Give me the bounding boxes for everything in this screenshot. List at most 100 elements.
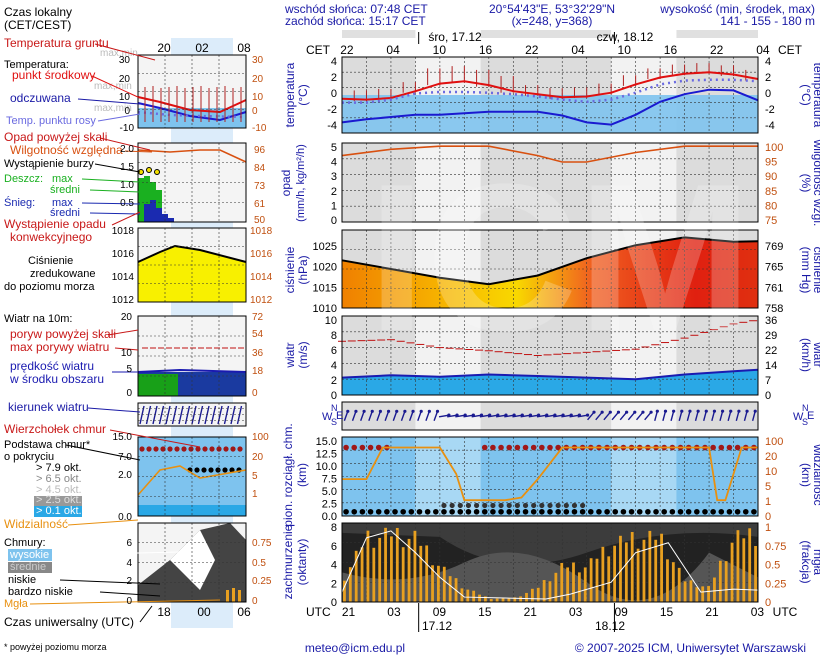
legend-pointer — [81, 178, 141, 183]
wind-arrow-head — [616, 410, 621, 414]
vis-right-tick: 0 — [765, 511, 771, 523]
vis-right-tick: 100 — [765, 436, 783, 448]
wind-arrow — [751, 410, 756, 422]
cloud-base-dot — [481, 508, 488, 515]
legend-cloud-grid — [138, 437, 246, 516]
wind-arrow-head — [655, 409, 659, 413]
fog-right-tick: 1 — [765, 522, 771, 534]
wind-axis-unit-right: (km/h) — [799, 338, 813, 372]
fog-bar — [748, 528, 752, 602]
temp-left-tick: 2 — [331, 72, 337, 84]
wind-arrow-head — [641, 410, 645, 414]
altitude-title: wysokość (min, środek, max) — [659, 2, 815, 16]
cloud-base-dot — [343, 508, 349, 515]
cloud-base-dot — [482, 502, 488, 509]
wind-arrow-head — [370, 409, 374, 413]
fog-bar — [636, 548, 640, 602]
legend-mini-tick: 1018 — [112, 226, 135, 237]
wind-arrow-head — [688, 409, 692, 413]
legend-wind-frame — [137, 315, 247, 397]
press-grid — [342, 230, 758, 308]
wind-arrow-head — [435, 409, 440, 413]
cloud-base-dot — [661, 508, 667, 515]
wind-arrow — [644, 411, 652, 421]
fog-bar — [401, 547, 405, 602]
legend-mini-tick: 1012 — [250, 295, 273, 306]
legend-cover-frame — [137, 522, 247, 603]
fog-bar — [595, 558, 599, 602]
cloud-base-dot — [563, 502, 569, 509]
legend-mini-tick: 0 — [124, 106, 130, 117]
press-right-tick: 769 — [765, 241, 783, 253]
cloud-base-dot — [441, 502, 447, 509]
legend-high-cloud — [170, 530, 215, 590]
fog-bar — [360, 547, 364, 602]
legend-mini-tick: 5 — [252, 471, 258, 482]
legend-mini-tick: 20 — [252, 452, 264, 463]
legend-mini-tick: 1012 — [112, 295, 135, 306]
legend-pointer — [87, 407, 141, 413]
fog-bar — [419, 545, 423, 602]
fog-bar — [666, 559, 669, 602]
cloud-top-dot — [367, 444, 374, 451]
press-left-tick: 1025 — [313, 241, 337, 253]
sunset: zachód słońca: 15:17 CET — [285, 14, 426, 28]
cloud-base-dot — [539, 502, 545, 509]
fog-bar — [707, 586, 710, 602]
wind-arrow — [553, 414, 564, 418]
wind-arrow — [487, 414, 498, 418]
precip-left-tick: 2 — [331, 186, 337, 198]
legend-base-dot — [215, 467, 221, 473]
cloud-base-dot — [620, 508, 627, 515]
legend-mini-tick: 10 — [252, 92, 264, 103]
cet-label-right: CET — [778, 43, 803, 57]
legend-rain-bar — [156, 190, 162, 222]
cloud-base-dot — [416, 508, 423, 515]
cloud-base-dot — [375, 508, 382, 515]
vis-right-tick: 10 — [765, 466, 777, 478]
legend-precip-grid — [138, 143, 246, 222]
wind-arrow-head — [419, 409, 423, 413]
legend-precip-over-scale: Opad powyżej skali — [4, 130, 107, 144]
legend-cloud-top: Wierzchołek chmur — [4, 422, 106, 436]
cloud-base-dot — [490, 502, 496, 509]
wind-arrow — [544, 414, 556, 418]
humidity-right-tick: 100 — [765, 142, 783, 154]
fog-bar — [348, 567, 352, 602]
cloud-base-dot — [547, 502, 553, 509]
legend-utc-tick: 18 — [157, 605, 171, 619]
legend-snow-max: max — [52, 197, 73, 209]
legend-mini-tick: 1014 — [112, 272, 135, 283]
legend-okt-65: > 6.5 okt. — [36, 473, 82, 485]
night-shade — [480, 143, 612, 222]
press-right-tick: 761 — [765, 282, 783, 294]
wind-arrow-head — [649, 410, 653, 414]
fog-bar — [730, 542, 734, 602]
fog-bar — [742, 538, 746, 602]
cover-left-tick: 0 — [331, 597, 337, 609]
legend-okt25-bg — [34, 496, 82, 506]
dir-e: E — [336, 410, 343, 422]
cover-axis-label: zachmurzenie — [281, 524, 295, 599]
legend-okt01-bg — [34, 506, 82, 517]
cloud-base-dot — [612, 508, 619, 515]
legend-dir-frame — [137, 402, 247, 427]
cloud-base-dot — [710, 508, 716, 515]
fog-bar — [677, 567, 681, 602]
legend-cloud-top-dot — [146, 446, 152, 452]
wind-axis-unit: (m/s) — [296, 341, 310, 368]
cloud-base-dot — [596, 508, 602, 515]
night-band — [342, 30, 416, 38]
bottom-hour-label: 03 — [569, 605, 583, 619]
legend-pointer — [99, 591, 161, 597]
cloud-left-tick: 0.0 — [322, 511, 337, 523]
fog-bar — [366, 530, 370, 602]
fog-bar — [589, 558, 593, 602]
legend-cloud-base-sub: o pokryciu — [4, 451, 54, 463]
legend-base-dot — [201, 467, 207, 473]
legend-pressure-1: Ciśnienie — [28, 255, 73, 267]
hum-axis-label: wilgotność wzgl. — [811, 139, 820, 227]
day-label-2: czw, 18.12 — [597, 30, 654, 44]
wind-arrow-head — [720, 409, 725, 413]
temp-left-tick: -2 — [327, 104, 337, 116]
